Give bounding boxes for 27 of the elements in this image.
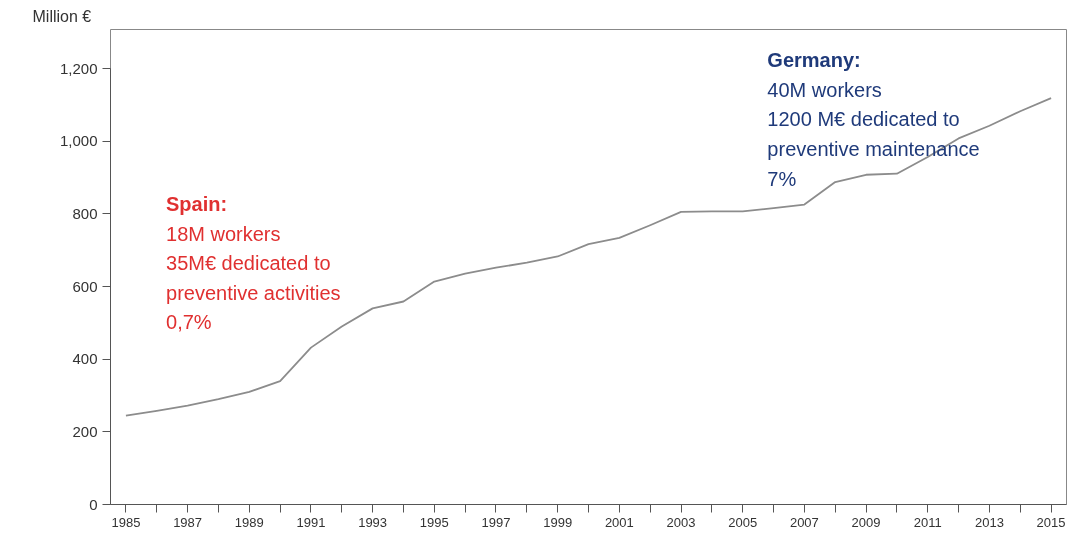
x-tick-label: 2005 bbox=[728, 514, 758, 530]
annotation: Spain: 18M workers 35M€ dedicated to preventive activities 0,7% bbox=[166, 192, 341, 334]
x-tick-label: 1995 bbox=[419, 514, 449, 530]
x-tick-label: 2011 bbox=[913, 514, 942, 530]
y-tick-label: 800 bbox=[72, 204, 98, 222]
x-tick-label: 2009 bbox=[851, 514, 881, 530]
x-tick-label: 2015 bbox=[1036, 514, 1066, 530]
x-tick-label: 1985 bbox=[111, 514, 141, 530]
y-tick-label: 600 bbox=[72, 277, 98, 295]
x-tick-label: 1993 bbox=[358, 514, 388, 530]
y-tick-label: 0 bbox=[89, 495, 98, 513]
line-series bbox=[125, 97, 1052, 417]
x-tick-label: 2013 bbox=[974, 514, 1004, 530]
x-tick-label: 1991 bbox=[296, 514, 326, 530]
x-tick-label: 1999 bbox=[543, 514, 573, 530]
y-axis-title: Million € bbox=[32, 7, 92, 25]
x-tick-label: 1989 bbox=[234, 514, 264, 530]
y-tick-label: 1,200 bbox=[59, 59, 98, 77]
y-tick-label: 200 bbox=[72, 422, 98, 440]
x-tick-label: 2007 bbox=[789, 514, 819, 530]
x-tick-label: 2003 bbox=[666, 514, 696, 530]
x-tick-label: 1987 bbox=[173, 514, 203, 530]
annotation: Germany: 40M workers 1200 M€ dedicated to preventive maintenance 7% bbox=[767, 49, 980, 190]
y-tick-label: 1,000 bbox=[59, 132, 98, 150]
x-tick-label: 2001 bbox=[604, 514, 634, 530]
x-tick-label: 1997 bbox=[481, 514, 511, 530]
y-tick-label: 400 bbox=[72, 350, 98, 368]
